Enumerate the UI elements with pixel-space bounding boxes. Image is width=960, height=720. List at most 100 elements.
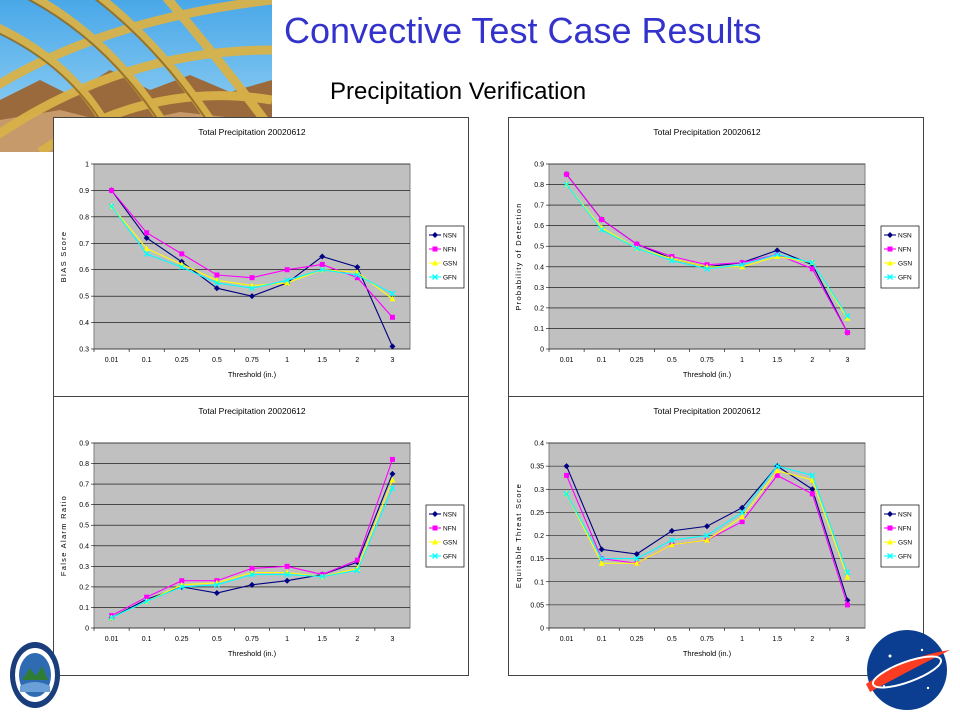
data-point-nfn bbox=[739, 519, 745, 525]
data-point-nsn bbox=[598, 546, 605, 553]
probability-of-detection-chart: Total Precipitation 20020612 0 0.1 0.2 0.3 0.… bbox=[514, 127, 920, 379]
chart-title: Total Precipitation 20020612 bbox=[653, 406, 761, 416]
legend-label: NSN bbox=[443, 233, 457, 240]
data-point-gfn bbox=[108, 614, 115, 621]
data-point-gfn bbox=[774, 463, 781, 470]
series-gfn bbox=[563, 463, 851, 576]
x-axis-label: Threshold (in.) bbox=[228, 370, 277, 379]
y-tick-label: 1 bbox=[85, 162, 89, 169]
data-point-gfn bbox=[844, 313, 851, 320]
data-point-nfn bbox=[389, 314, 395, 320]
y-tick-label: 0.2 bbox=[534, 533, 544, 540]
legend-marker bbox=[432, 511, 438, 517]
y-axis-label: False Alarm Ratio bbox=[59, 495, 68, 576]
y-tick-label: 0.4 bbox=[534, 441, 544, 448]
x-tick-label: 0.1 bbox=[597, 357, 607, 364]
data-point-nsn bbox=[668, 527, 675, 534]
data-point-gfn bbox=[178, 583, 185, 590]
x-tick-label: 0.5 bbox=[212, 636, 222, 643]
nasa-logo bbox=[862, 628, 952, 712]
data-point-gfn bbox=[213, 279, 220, 286]
legend-marker bbox=[887, 539, 893, 545]
data-point-gsn bbox=[774, 253, 781, 259]
y-tick-label: 0.15 bbox=[530, 556, 544, 563]
data-point-nsn bbox=[563, 463, 570, 470]
legend-label: GSN bbox=[443, 540, 457, 547]
legend-label: GFN bbox=[898, 275, 912, 282]
data-point-gsn bbox=[389, 477, 396, 483]
data-point-nfn bbox=[144, 230, 150, 236]
data-point-gfn bbox=[249, 571, 255, 578]
data-point-nsn bbox=[704, 523, 710, 530]
legend-label: NSN bbox=[443, 512, 457, 519]
x-tick-label: 0.5 bbox=[212, 357, 222, 364]
data-point-gfn bbox=[668, 537, 675, 544]
y-tick-label: 0.4 bbox=[79, 543, 89, 550]
plot-area bbox=[93, 163, 411, 350]
y-tick-label: 0 bbox=[85, 626, 89, 633]
data-point-nfn bbox=[249, 565, 255, 571]
data-point-nfn bbox=[284, 563, 290, 569]
data-point-gfn bbox=[143, 598, 150, 605]
data-point-gfn bbox=[844, 569, 851, 576]
data-point-gfn bbox=[213, 581, 220, 588]
x-tick-label: 0.75 bbox=[700, 636, 714, 643]
legend-label: NSN bbox=[898, 233, 912, 240]
y-tick-label: 0.5 bbox=[534, 244, 544, 251]
bias-score-chart: Total Precipitation 20020612 0.3 0.4 0.5 0.6… bbox=[59, 127, 465, 379]
data-point-gfn bbox=[319, 266, 326, 273]
data-point-gfn bbox=[108, 203, 115, 210]
agency-seal-logo bbox=[8, 640, 62, 710]
x-tick-label: 1 bbox=[285, 357, 289, 364]
legend-label: NFN bbox=[898, 526, 912, 533]
data-point-gfn bbox=[598, 555, 605, 562]
legend-marker bbox=[887, 260, 893, 266]
data-point-gfn bbox=[143, 250, 150, 257]
y-tick-label: 0 bbox=[540, 626, 544, 633]
legend-label: NFN bbox=[898, 247, 912, 254]
x-axis-label: Threshold (in.) bbox=[228, 649, 277, 658]
y-tick-label: 0.4 bbox=[534, 264, 544, 271]
data-point-gsn bbox=[668, 541, 675, 548]
legend bbox=[880, 504, 920, 568]
chart-panel-pod: Total Precipitation 20020612 0 0.1 0.2 0.3 0.… bbox=[508, 117, 924, 397]
x-tick-label: 1.5 bbox=[772, 357, 782, 364]
legend-marker bbox=[432, 274, 438, 280]
legend-label: GSN bbox=[898, 540, 912, 547]
data-point-nsn bbox=[354, 264, 361, 271]
data-point-gfn bbox=[389, 485, 396, 492]
y-tick-label: 0.9 bbox=[79, 188, 89, 195]
x-tick-label: 0.75 bbox=[245, 636, 259, 643]
data-point-nsn bbox=[389, 470, 396, 477]
x-tick-label: 1.5 bbox=[317, 357, 327, 364]
series-gfn bbox=[563, 181, 851, 320]
legend-marker bbox=[432, 539, 438, 545]
data-point-gfn bbox=[774, 251, 781, 258]
data-point-gfn bbox=[809, 472, 816, 479]
data-point-gfn bbox=[739, 261, 746, 268]
legend-marker bbox=[432, 232, 438, 238]
data-point-nfn bbox=[564, 472, 570, 478]
y-tick-label: 0.25 bbox=[530, 510, 544, 517]
data-point-gfn bbox=[668, 257, 675, 264]
x-axis-label: Threshold (in.) bbox=[683, 649, 732, 658]
data-point-nsn bbox=[249, 581, 255, 588]
y-tick-label: 0.3 bbox=[534, 487, 544, 494]
y-tick-label: 0.5 bbox=[79, 523, 89, 530]
y-tick-label: 0.5 bbox=[79, 294, 89, 301]
legend-label: GFN bbox=[443, 275, 457, 282]
y-tick-label: 0.05 bbox=[530, 602, 544, 609]
y-axis-label: Probability of Detection bbox=[514, 202, 523, 310]
false-alarm-ratio-chart: Total Precipitation 20020612 0 0.1 0.2 0.3 0.… bbox=[59, 406, 465, 658]
y-tick-label: 0.6 bbox=[79, 267, 89, 274]
x-tick-label: 0.1 bbox=[142, 636, 152, 643]
chart-title: Total Precipitation 20020612 bbox=[653, 127, 761, 137]
legend-label: NSN bbox=[898, 512, 912, 519]
y-tick-label: 0.9 bbox=[534, 162, 544, 169]
x-tick-label: 0.1 bbox=[597, 636, 607, 643]
data-point-gsn bbox=[143, 245, 150, 252]
x-tick-label: 0.25 bbox=[175, 357, 189, 364]
data-point-gsn bbox=[704, 537, 710, 543]
data-point-nsn bbox=[389, 343, 396, 350]
data-point-nsn bbox=[774, 247, 781, 254]
